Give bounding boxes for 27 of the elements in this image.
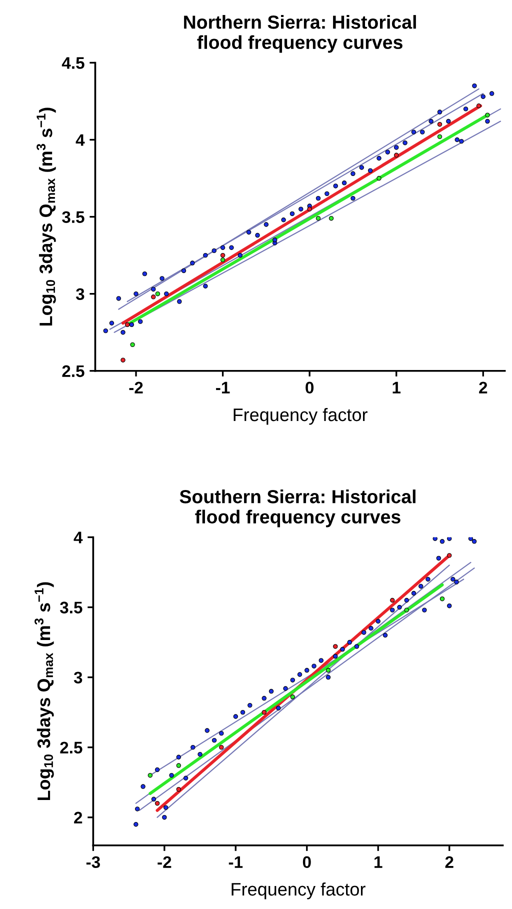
chart-title: Southern Sierra: Historical flood frequency curves [180,490,416,528]
y-tick-label: 3.5 [62,211,84,224]
x-tick-label: 0 [302,856,311,868]
x-tick-label: 1 [392,382,401,394]
y-tick-label: 3 [74,672,82,684]
chart-title: Northern Sierra: Historical flood frequency curves [184,15,416,53]
y-tick-label: 3.5 [60,602,82,614]
x-tick-label: -2 [158,856,172,868]
y-tick-label: 4 [76,134,85,146]
x-tick-label: -1 [216,382,230,394]
y-tick-label: 3 [76,288,84,300]
x-tick-label: -2 [129,382,143,394]
x-tick-label: 0 [306,382,314,394]
x-axis-title: Frequency factor [232,882,366,900]
x-tick-label: 2 [445,856,454,868]
y-tick-label: 2 [74,812,82,824]
x-tick-label: 1 [374,856,382,868]
text: Log$_{10}$ 3days Q$_{max}$ (m$^{3}$ s$^{−1}$) [34,582,54,800]
y-tick-label: 2.5 [60,742,82,754]
y-tick-label: 4.5 [62,57,84,69]
x-tick-label: -1 [228,856,243,868]
text: Log$_{10}$ 3days Q$_{max}$ (m$^{3}$ s$^{−1}$) [36,108,56,326]
y-tick-label: 2.5 [62,365,84,378]
y-tick-label: 4 [74,532,83,544]
x-axis-title: Frequency factor [234,408,368,425]
x-tick-label: 2 [479,382,488,394]
x-tick-label: -3 [86,856,100,868]
